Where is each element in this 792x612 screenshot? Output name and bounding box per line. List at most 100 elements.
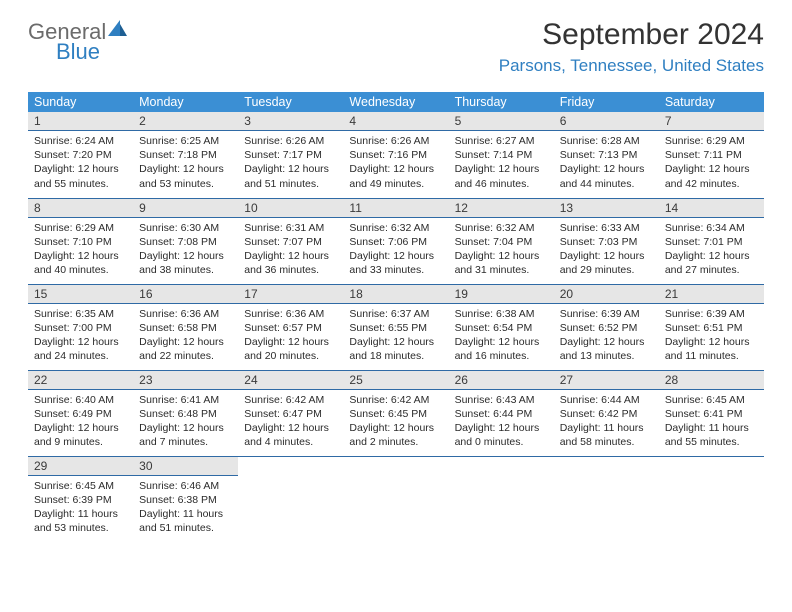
- daylight-line2: and 58 minutes.: [560, 435, 653, 449]
- calendar-cell: 24Sunrise: 6:42 AMSunset: 6:47 PMDayligh…: [238, 370, 343, 456]
- sunrise-line: Sunrise: 6:45 AM: [34, 479, 127, 493]
- weekday-header: Thursday: [449, 92, 554, 112]
- calendar-cell: 11Sunrise: 6:32 AMSunset: 7:06 PMDayligh…: [343, 198, 448, 284]
- calendar-cell: 13Sunrise: 6:33 AMSunset: 7:03 PMDayligh…: [554, 198, 659, 284]
- day-details: Sunrise: 6:46 AMSunset: 6:38 PMDaylight:…: [133, 476, 238, 540]
- day-number: 9: [133, 199, 238, 218]
- daylight-line1: Daylight: 12 hours: [139, 335, 232, 349]
- calendar-cell: 27Sunrise: 6:44 AMSunset: 6:42 PMDayligh…: [554, 370, 659, 456]
- calendar-cell: 10Sunrise: 6:31 AMSunset: 7:07 PMDayligh…: [238, 198, 343, 284]
- daylight-line1: Daylight: 12 hours: [349, 421, 442, 435]
- day-number: 17: [238, 285, 343, 304]
- day-details: Sunrise: 6:26 AMSunset: 7:16 PMDaylight:…: [343, 131, 448, 195]
- calendar-cell: 15Sunrise: 6:35 AMSunset: 7:00 PMDayligh…: [28, 284, 133, 370]
- daylight-line1: Daylight: 12 hours: [349, 162, 442, 176]
- daylight-line2: and 55 minutes.: [34, 177, 127, 191]
- sunrise-line: Sunrise: 6:32 AM: [349, 221, 442, 235]
- day-details: Sunrise: 6:35 AMSunset: 7:00 PMDaylight:…: [28, 304, 133, 368]
- calendar-cell: 5Sunrise: 6:27 AMSunset: 7:14 PMDaylight…: [449, 112, 554, 198]
- daylight-line1: Daylight: 12 hours: [560, 249, 653, 263]
- day-number: 1: [28, 112, 133, 131]
- day-number: 19: [449, 285, 554, 304]
- day-details: Sunrise: 6:41 AMSunset: 6:48 PMDaylight:…: [133, 390, 238, 454]
- day-details: Sunrise: 6:31 AMSunset: 7:07 PMDaylight:…: [238, 218, 343, 282]
- daylight-line2: and 2 minutes.: [349, 435, 442, 449]
- calendar-cell: 19Sunrise: 6:38 AMSunset: 6:54 PMDayligh…: [449, 284, 554, 370]
- day-details: Sunrise: 6:39 AMSunset: 6:51 PMDaylight:…: [659, 304, 764, 368]
- day-details: Sunrise: 6:34 AMSunset: 7:01 PMDaylight:…: [659, 218, 764, 282]
- calendar-row: 29Sunrise: 6:45 AMSunset: 6:39 PMDayligh…: [28, 456, 764, 542]
- day-number: 20: [554, 285, 659, 304]
- weekday-header: Friday: [554, 92, 659, 112]
- weekday-header: Tuesday: [238, 92, 343, 112]
- daylight-line2: and 55 minutes.: [665, 435, 758, 449]
- day-number: 16: [133, 285, 238, 304]
- daylight-line1: Daylight: 12 hours: [560, 335, 653, 349]
- day-number: 13: [554, 199, 659, 218]
- sunrise-line: Sunrise: 6:36 AM: [139, 307, 232, 321]
- calendar-cell: 23Sunrise: 6:41 AMSunset: 6:48 PMDayligh…: [133, 370, 238, 456]
- daylight-line1: Daylight: 11 hours: [34, 507, 127, 521]
- day-details: Sunrise: 6:45 AMSunset: 6:39 PMDaylight:…: [28, 476, 133, 540]
- day-details: Sunrise: 6:42 AMSunset: 6:47 PMDaylight:…: [238, 390, 343, 454]
- daylight-line2: and 31 minutes.: [455, 263, 548, 277]
- day-number: 27: [554, 371, 659, 390]
- day-number: 22: [28, 371, 133, 390]
- day-details: Sunrise: 6:30 AMSunset: 7:08 PMDaylight:…: [133, 218, 238, 282]
- sunrise-line: Sunrise: 6:39 AM: [665, 307, 758, 321]
- sunrise-line: Sunrise: 6:32 AM: [455, 221, 548, 235]
- day-number: 23: [133, 371, 238, 390]
- sunset-line: Sunset: 6:52 PM: [560, 321, 653, 335]
- title-block: September 2024 Parsons, Tennessee, Unite…: [499, 18, 764, 76]
- day-number: 25: [343, 371, 448, 390]
- day-number: 3: [238, 112, 343, 131]
- day-number: 26: [449, 371, 554, 390]
- calendar-table: Sunday Monday Tuesday Wednesday Thursday…: [28, 92, 764, 542]
- daylight-line2: and 29 minutes.: [560, 263, 653, 277]
- header: General Blue September 2024 Parsons, Ten…: [0, 0, 792, 80]
- calendar-cell: 28Sunrise: 6:45 AMSunset: 6:41 PMDayligh…: [659, 370, 764, 456]
- calendar-cell: 2Sunrise: 6:25 AMSunset: 7:18 PMDaylight…: [133, 112, 238, 198]
- day-number: 21: [659, 285, 764, 304]
- day-details: Sunrise: 6:24 AMSunset: 7:20 PMDaylight:…: [28, 131, 133, 195]
- daylight-line2: and 4 minutes.: [244, 435, 337, 449]
- sunset-line: Sunset: 6:48 PM: [139, 407, 232, 421]
- weekday-header: Monday: [133, 92, 238, 112]
- sunrise-line: Sunrise: 6:33 AM: [560, 221, 653, 235]
- sunrise-line: Sunrise: 6:41 AM: [139, 393, 232, 407]
- weekday-header: Sunday: [28, 92, 133, 112]
- daylight-line2: and 16 minutes.: [455, 349, 548, 363]
- calendar-cell: ..: [554, 456, 659, 542]
- page-title: September 2024: [499, 18, 764, 52]
- sunrise-line: Sunrise: 6:29 AM: [34, 221, 127, 235]
- day-number: 11: [343, 199, 448, 218]
- sunset-line: Sunset: 6:38 PM: [139, 493, 232, 507]
- sunset-line: Sunset: 7:04 PM: [455, 235, 548, 249]
- calendar-cell: 9Sunrise: 6:30 AMSunset: 7:08 PMDaylight…: [133, 198, 238, 284]
- day-number: 14: [659, 199, 764, 218]
- day-details: Sunrise: 6:42 AMSunset: 6:45 PMDaylight:…: [343, 390, 448, 454]
- day-details: Sunrise: 6:36 AMSunset: 6:58 PMDaylight:…: [133, 304, 238, 368]
- sunrise-line: Sunrise: 6:27 AM: [455, 134, 548, 148]
- sunset-line: Sunset: 6:47 PM: [244, 407, 337, 421]
- sunset-line: Sunset: 7:14 PM: [455, 148, 548, 162]
- calendar-cell: 7Sunrise: 6:29 AMSunset: 7:11 PMDaylight…: [659, 112, 764, 198]
- daylight-line1: Daylight: 12 hours: [665, 162, 758, 176]
- day-details: Sunrise: 6:43 AMSunset: 6:44 PMDaylight:…: [449, 390, 554, 454]
- daylight-line1: Daylight: 12 hours: [455, 335, 548, 349]
- sunset-line: Sunset: 7:17 PM: [244, 148, 337, 162]
- daylight-line2: and 27 minutes.: [665, 263, 758, 277]
- logo: General Blue: [28, 18, 128, 65]
- daylight-line2: and 36 minutes.: [244, 263, 337, 277]
- sunrise-line: Sunrise: 6:25 AM: [139, 134, 232, 148]
- sunset-line: Sunset: 7:06 PM: [349, 235, 442, 249]
- sunrise-line: Sunrise: 6:43 AM: [455, 393, 548, 407]
- sunrise-line: Sunrise: 6:24 AM: [34, 134, 127, 148]
- day-details: Sunrise: 6:40 AMSunset: 6:49 PMDaylight:…: [28, 390, 133, 454]
- daylight-line1: Daylight: 12 hours: [455, 162, 548, 176]
- calendar-cell: ..: [659, 456, 764, 542]
- sunrise-line: Sunrise: 6:29 AM: [665, 134, 758, 148]
- sunset-line: Sunset: 7:16 PM: [349, 148, 442, 162]
- day-details: Sunrise: 6:33 AMSunset: 7:03 PMDaylight:…: [554, 218, 659, 282]
- calendar-cell: ..: [449, 456, 554, 542]
